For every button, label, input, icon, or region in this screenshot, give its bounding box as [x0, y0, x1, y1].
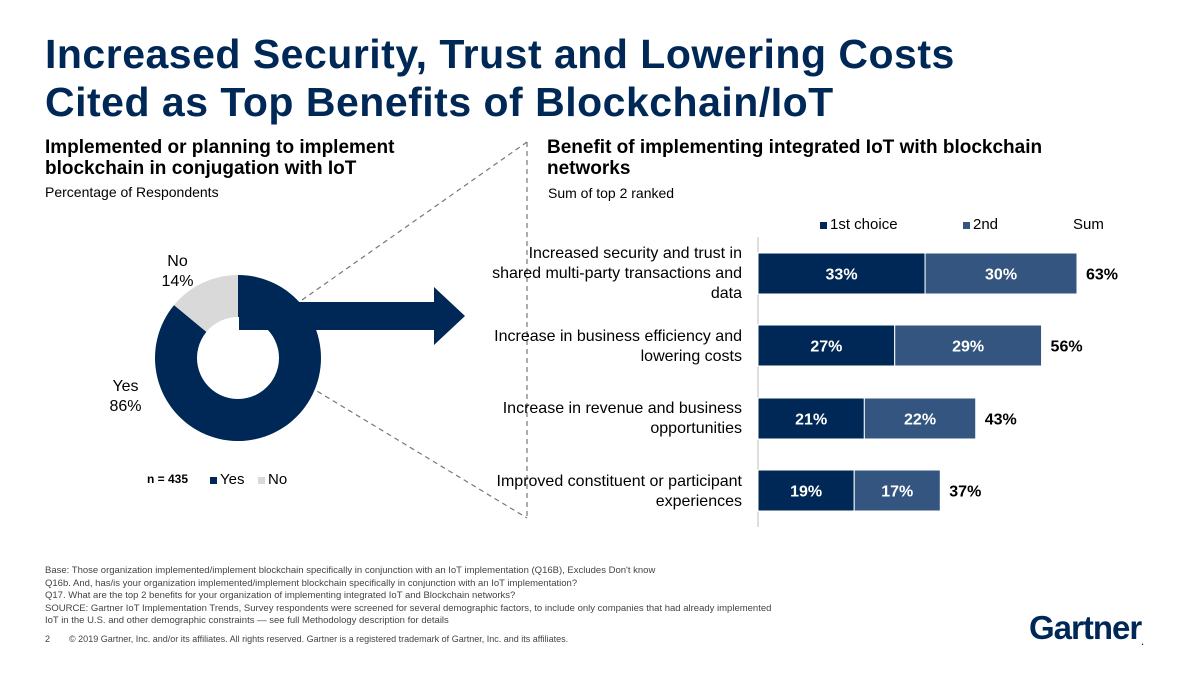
- bar-chart-subtitle: Sum of top 2 ranked: [548, 185, 675, 201]
- bar-sum-label-1: 63%: [1086, 267, 1118, 284]
- bar-label-second-choice-1: 30%: [985, 267, 1017, 284]
- bar-label-first-choice-4: 19%: [790, 484, 822, 501]
- donut-label-yes-value: 86%: [109, 398, 142, 415]
- donut-label-no: No 14%: [150, 252, 205, 292]
- bar-label-second-choice-2: 29%: [952, 339, 984, 356]
- legend-first-choice: 1st choice: [820, 216, 898, 233]
- legend-sum-label: Sum: [1073, 216, 1104, 233]
- legend-no-swatch: [258, 476, 265, 484]
- copyright-text: © 2019 Gartner, Inc. and/or its affiliat…: [69, 634, 569, 644]
- bar-sum-label-3: 43%: [985, 412, 1017, 429]
- connector-line-top: [301, 141, 528, 301]
- stacked-bar-chart: 33% 30% 63% 27% 29% 56% 21% 22% 43% 19% 17% 37%: [757, 237, 1118, 527]
- footnote-source-cont: IoT in the U.S. and other demographic co…: [45, 615, 449, 626]
- footnote-q16b: Q16b. And, has/is your organization impl…: [45, 577, 578, 589]
- category-label-2: Increase in business efficiency and lowe…: [494, 328, 742, 365]
- gartner-logo-text: Gartner: [1029, 609, 1142, 646]
- legend-sum: Sum: [1073, 216, 1104, 233]
- legend-yes: Yes: [210, 471, 244, 488]
- footnote-base: Base: Those organization implemented/imp…: [45, 565, 656, 576]
- legend-no: No: [258, 471, 287, 488]
- bar-second-choice-2: [894, 324, 1043, 367]
- copyright-line: 2 © 2019 Gartner, Inc. and/or its affili…: [45, 634, 568, 644]
- bar-label-first-choice-1: 33%: [826, 267, 858, 284]
- bar-label-second-choice-3: 22%: [904, 412, 936, 429]
- legend-second-choice: 2nd: [963, 216, 998, 233]
- page-title: Increased Security, Trust and Lowering C…: [45, 30, 1165, 126]
- bar-label-first-choice-3: 21%: [795, 412, 827, 429]
- legend-first-choice-swatch: [820, 221, 827, 229]
- donut-subtitle: Percentage of Respondents: [45, 184, 219, 200]
- bar-second-choice-1: [924, 252, 1078, 295]
- bar-sum-label-2: 56%: [1051, 339, 1083, 356]
- legend-yes-label: Yes: [220, 471, 245, 488]
- connector-line-bottom: [301, 381, 528, 519]
- bar-label-second-choice-4: 17%: [881, 484, 913, 501]
- footnote-q17: Q17. What are the top 2 benefits for you…: [45, 590, 516, 601]
- arrow-shape: [239, 287, 465, 345]
- donut-chart: [154, 275, 321, 441]
- bar-second-choice-4: [853, 469, 941, 512]
- donut-label-yes-name: Yes: [112, 378, 139, 395]
- bar-second-choice-3: [863, 397, 977, 440]
- donut-slice-no: [174, 275, 238, 332]
- legend-second-choice-label: 2nd: [973, 216, 999, 233]
- category-label-3: Increase in revenue and business opportu…: [502, 400, 742, 437]
- bar-first-choice-4: [757, 469, 855, 512]
- donut-label-no-value: 14%: [161, 273, 194, 290]
- gartner-logo: Gartner.: [1029, 609, 1143, 647]
- donut-slice-yes: [154, 275, 321, 441]
- bar-sum-label-4: 37%: [949, 484, 981, 501]
- legend-second-choice-swatch: [963, 221, 970, 229]
- category-label-1: Increased security and trust in shared m…: [492, 245, 742, 302]
- legend-no-label: No: [268, 471, 288, 488]
- legend-yes-swatch: [210, 476, 217, 484]
- bar-chart-heading: Benefit of implementing integrated IoT w…: [547, 137, 1043, 179]
- page-title-line-1: Increased Security, Trust and Lowering C…: [45, 31, 955, 77]
- category-label-4: Improved constituent or participant expe…: [496, 473, 742, 510]
- sample-size-label: n = 435: [147, 472, 189, 486]
- page-title-line-2: Cited as Top Benefits of Blockchain/IoT: [45, 79, 834, 125]
- donut-label-yes: Yes 86%: [98, 377, 153, 417]
- bar-first-choice-3: [757, 397, 865, 440]
- footnote-source: SOURCE: Gartner IoT Implementation Trend…: [45, 602, 772, 614]
- bar-first-choice-2: [757, 324, 896, 367]
- footnotes: Base: Those organization implemented/imp…: [45, 565, 845, 628]
- legend-first-choice-label: 1st choice: [830, 216, 898, 233]
- donut-label-no-name: No: [167, 253, 188, 270]
- page-number: 2: [45, 634, 51, 644]
- bar-label-first-choice-2: 27%: [810, 339, 842, 356]
- donut-heading: Implemented or planning to implement blo…: [45, 137, 395, 179]
